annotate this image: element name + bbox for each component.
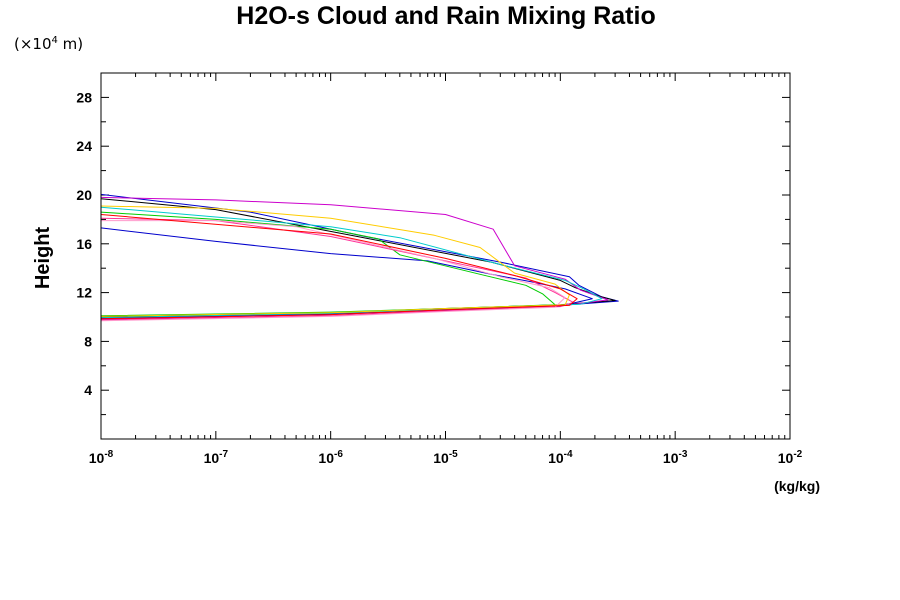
series-line-3: [100, 196, 609, 320]
x-tick-base: 10: [663, 450, 679, 466]
y-scale-note: (×104 m): [14, 35, 83, 53]
series-line-2: [100, 198, 616, 318]
x-tick-base: 10: [318, 450, 334, 466]
x-tick-exponent: -5: [449, 449, 458, 460]
x-tick-exponent: -2: [793, 449, 802, 460]
x-tick-labels: 10-8 10-7 10-6 10-5 10-4 10-3 10-2: [89, 449, 803, 466]
y-scale-prefix: (×10: [14, 35, 52, 53]
series-line-9: [100, 220, 566, 322]
x-tick-exponent: -3: [679, 449, 688, 460]
y-tick-label: 28: [76, 89, 92, 105]
x-tick-label: 10-7: [204, 449, 229, 466]
y-tick-label: 20: [76, 187, 92, 203]
y-tick-labels: 4 8 12 16 20 24 28: [76, 89, 92, 398]
plot-frame: [100, 72, 791, 440]
y-tick-label: 24: [76, 138, 92, 154]
series-line-7: [100, 217, 574, 321]
x-tick-exponent: -4: [564, 449, 573, 460]
x-tick-base: 10: [204, 450, 220, 466]
x-tick-label: 10-4: [548, 449, 573, 466]
x-tick-exponent: -6: [334, 449, 343, 460]
series-line-8: [100, 205, 570, 317]
y-tick-label: 16: [76, 236, 92, 252]
series-line-1: [100, 193, 619, 319]
x-tick-label: 10-8: [89, 449, 114, 466]
axis-ticks: [100, 73, 790, 439]
y-tick-label: 4: [84, 382, 92, 398]
y-scale-suffix: m): [58, 35, 83, 53]
x-axis-unit: (kg/kg): [774, 478, 820, 494]
x-tick-label: 10-2: [778, 449, 803, 466]
y-scale-exponent: 4: [52, 35, 58, 46]
chart-title: H2O-s Cloud and Rain Mixing Ratio: [236, 2, 655, 30]
y-tick-label: 12: [76, 285, 92, 301]
series-line-10: [100, 214, 578, 320]
series-layer: [100, 193, 619, 322]
x-tick-base: 10: [433, 450, 449, 466]
x-tick-label: 10-6: [318, 449, 343, 466]
x-tick-exponent: -8: [104, 449, 113, 460]
x-tick-base: 10: [89, 450, 105, 466]
y-tick-label: 8: [84, 333, 92, 349]
x-tick-label: 10-5: [433, 449, 458, 466]
x-tick-label: 10-3: [663, 449, 688, 466]
x-tick-base: 10: [778, 450, 794, 466]
series-line-4: [100, 227, 593, 319]
y-axis-label: Height: [32, 227, 54, 290]
x-tick-exponent: -7: [219, 449, 228, 460]
x-tick-base: 10: [548, 450, 564, 466]
series-line-6: [100, 206, 603, 319]
